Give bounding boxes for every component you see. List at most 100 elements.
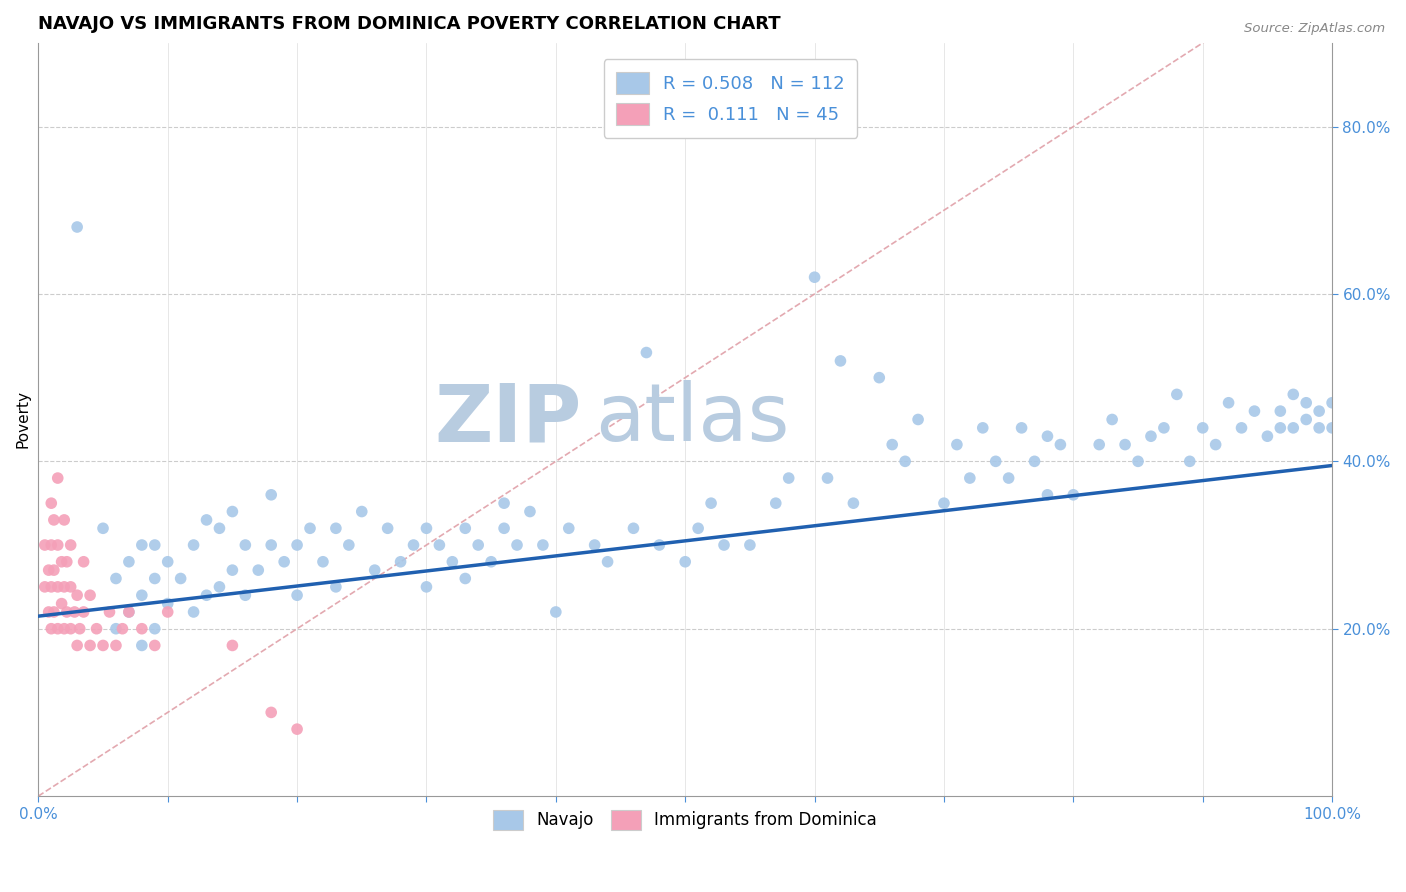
Point <box>56 555 79 569</box>
Point <box>79 588 101 602</box>
Point <box>1230 421 1253 435</box>
Point <box>817 471 839 485</box>
Point <box>156 605 179 619</box>
Point <box>713 538 735 552</box>
Point <box>143 639 166 653</box>
Point <box>38 605 60 619</box>
Point <box>118 605 141 619</box>
Point <box>285 722 308 736</box>
Point <box>1166 387 1188 401</box>
Point <box>1062 488 1084 502</box>
Point <box>454 521 477 535</box>
Point <box>1270 404 1292 418</box>
Point <box>221 504 243 518</box>
Point <box>247 563 270 577</box>
Point <box>494 521 516 535</box>
Point <box>69 622 91 636</box>
Point <box>195 588 218 602</box>
Point <box>1191 421 1213 435</box>
Point <box>402 538 425 552</box>
Point <box>1205 437 1227 451</box>
Point <box>429 538 451 552</box>
Point <box>260 488 283 502</box>
Point <box>467 538 489 552</box>
Point <box>765 496 787 510</box>
Point <box>46 580 69 594</box>
Point <box>544 605 567 619</box>
Point <box>1178 454 1201 468</box>
Point <box>233 588 256 602</box>
Point <box>519 504 541 518</box>
Point <box>1036 429 1059 443</box>
Point <box>506 538 529 552</box>
Point <box>1243 404 1265 418</box>
Point <box>1011 421 1033 435</box>
Point <box>1024 454 1046 468</box>
Point <box>830 354 852 368</box>
Point <box>738 538 761 552</box>
Point <box>298 521 321 535</box>
Point <box>56 605 79 619</box>
Point <box>932 496 955 510</box>
Point <box>63 605 86 619</box>
Point <box>46 622 69 636</box>
Point <box>183 538 205 552</box>
Point <box>325 521 347 535</box>
Point <box>441 555 464 569</box>
Point <box>34 580 56 594</box>
Point <box>959 471 981 485</box>
Point <box>195 513 218 527</box>
Y-axis label: Poverty: Poverty <box>15 391 30 449</box>
Point <box>1114 437 1136 451</box>
Point <box>38 563 60 577</box>
Point <box>1218 396 1240 410</box>
Point <box>72 605 94 619</box>
Point <box>66 588 89 602</box>
Point <box>946 437 969 451</box>
Point <box>312 555 335 569</box>
Text: atlas: atlas <box>595 381 789 458</box>
Point <box>79 639 101 653</box>
Point <box>1282 421 1305 435</box>
Point <box>377 521 399 535</box>
Point <box>531 538 554 552</box>
Point <box>389 555 412 569</box>
Point <box>98 605 121 619</box>
Text: ZIP: ZIP <box>434 381 582 458</box>
Point <box>1088 437 1111 451</box>
Point <box>623 521 645 535</box>
Point <box>907 412 929 426</box>
Point <box>673 555 696 569</box>
Point <box>882 437 904 451</box>
Point <box>221 563 243 577</box>
Point <box>118 605 141 619</box>
Point <box>415 580 437 594</box>
Point <box>66 639 89 653</box>
Point <box>1320 421 1343 435</box>
Point <box>337 538 360 552</box>
Text: Source: ZipAtlas.com: Source: ZipAtlas.com <box>1244 22 1385 36</box>
Point <box>51 555 73 569</box>
Point <box>131 622 153 636</box>
Point <box>66 219 89 234</box>
Point <box>260 706 283 720</box>
Point <box>39 538 62 552</box>
Point <box>648 538 671 552</box>
Point <box>260 538 283 552</box>
Point <box>72 555 94 569</box>
Point <box>42 513 65 527</box>
Point <box>143 538 166 552</box>
Point <box>894 454 917 468</box>
Point <box>1036 488 1059 502</box>
Point <box>118 555 141 569</box>
Point <box>46 538 69 552</box>
Point <box>59 622 82 636</box>
Point <box>221 639 243 653</box>
Point <box>1282 387 1305 401</box>
Point <box>59 538 82 552</box>
Point <box>558 521 581 535</box>
Point <box>1295 412 1317 426</box>
Point <box>39 496 62 510</box>
Point <box>285 588 308 602</box>
Point <box>104 622 127 636</box>
